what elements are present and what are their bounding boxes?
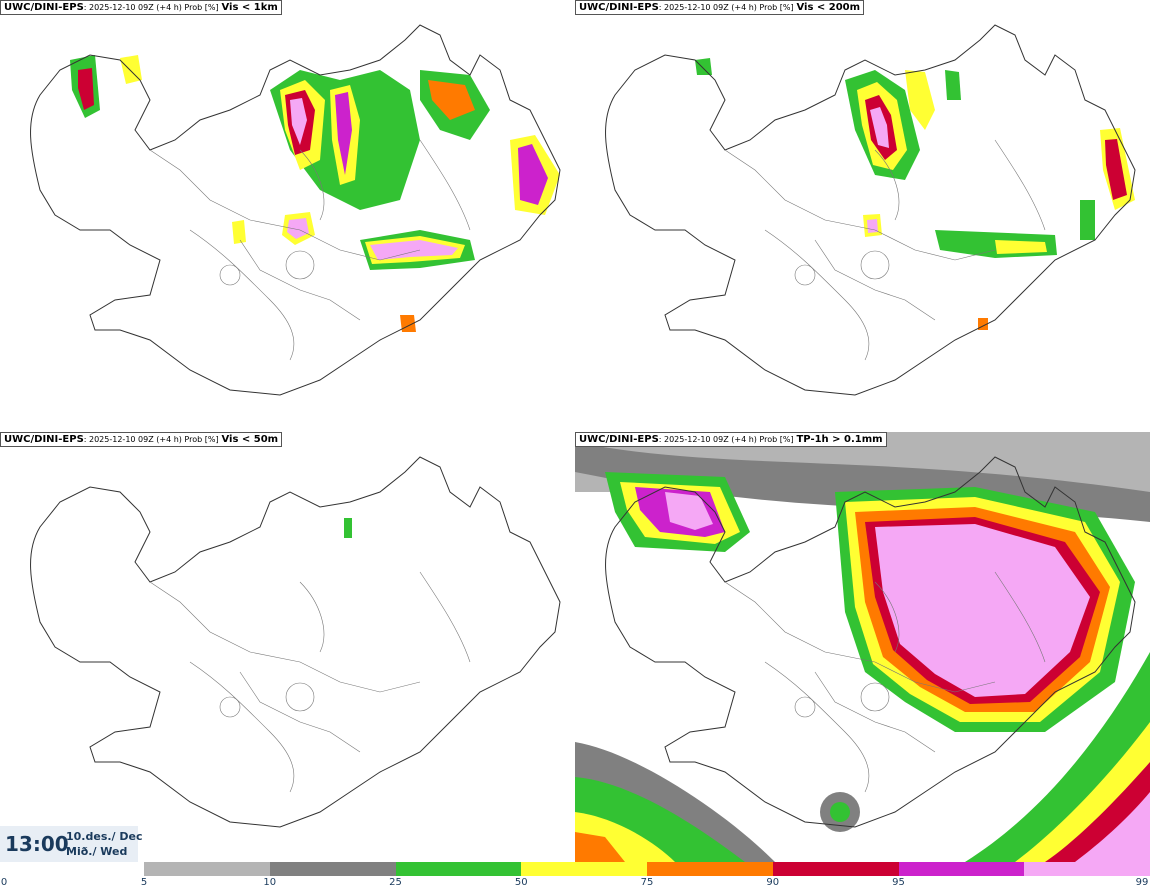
panel-title: UWC/DINI-EPS: 2025-12-10 09Z (+4 h) Prob… [575, 432, 887, 447]
panel-vis-1km: UWC/DINI-EPS: 2025-12-10 09Z (+4 h) Prob… [0, 0, 575, 430]
model-name: UWC/DINI-EPS [4, 434, 84, 445]
colorbar [144, 862, 1150, 876]
field-name: Vis < 200m [796, 2, 861, 13]
prob-areas [575, 432, 1150, 862]
valid-date: 10.des./ Dec [66, 830, 143, 843]
colorbar-tick-label: 95 [892, 877, 905, 888]
panel-title: UWC/DINI-EPS: 2025-12-10 09Z (+4 h) Prob… [0, 432, 283, 447]
run-info: : 2025-12-10 09Z (+4 h) Prob [%] [83, 3, 219, 12]
valid-weekday: Mið./ Wed [66, 845, 128, 858]
colorbar-tick-label: 99 [1135, 877, 1149, 888]
colorbar-tick-label: 75 [640, 877, 654, 888]
model-name: UWC/DINI-EPS [579, 2, 659, 13]
colorbar-segment [269, 862, 396, 876]
panel-vis-200m: UWC/DINI-EPS: 2025-12-10 09Z (+4 h) Prob… [575, 0, 1150, 430]
colorbar-tick-label: 5 [140, 877, 148, 888]
map-tp1h [575, 432, 1150, 862]
panel-title: UWC/DINI-EPS: 2025-12-10 09Z (+4 h) Prob… [0, 0, 282, 15]
field-name: TP-1h > 0.1mm [796, 434, 883, 445]
run-info: : 2025-12-10 09Z (+4 h) Prob [%] [83, 435, 219, 444]
valid-time-box [0, 826, 138, 862]
model-name: UWC/DINI-EPS [579, 434, 659, 445]
model-name: UWC/DINI-EPS [4, 2, 84, 13]
map-vis-200m [605, 24, 1136, 396]
prob-areas [344, 518, 352, 538]
field-name: Vis < 50m [221, 434, 279, 445]
colorbar-segment [647, 862, 773, 876]
panel-tp1h: UWC/DINI-EPS: 2025-12-10 09Z (+4 h) Prob… [575, 432, 1150, 862]
colorbar-tick-label: 0 [0, 877, 8, 888]
colorbar-tick-label: 10 [263, 877, 277, 888]
prob-areas [695, 58, 1135, 330]
colorbar-segment [898, 862, 1025, 876]
colorbar-tick-label: 50 [514, 877, 528, 888]
colorbar-segment [521, 862, 647, 876]
colorbar-segment [144, 862, 270, 876]
colorbar-tick-label: 90 [766, 877, 780, 888]
map-vis-50m [30, 456, 561, 828]
run-info: : 2025-12-10 09Z (+4 h) Prob [%] [658, 3, 794, 12]
colorbar-tick-label: 25 [389, 877, 402, 888]
panel-vis-50m: UWC/DINI-EPS: 2025-12-10 09Z (+4 h) Prob… [0, 432, 575, 862]
valid-time: 13:00 [5, 832, 69, 856]
colorbar-segment [395, 862, 522, 876]
run-info: : 2025-12-10 09Z (+4 h) Prob [%] [658, 435, 794, 444]
colorbar-segment [1024, 862, 1150, 876]
panel-title: UWC/DINI-EPS: 2025-12-10 09Z (+4 h) Prob… [575, 0, 865, 15]
field-name: Vis < 1km [221, 2, 278, 13]
prob-areas [70, 55, 560, 332]
map-vis-1km [30, 24, 561, 396]
colorbar-segment [772, 862, 899, 876]
